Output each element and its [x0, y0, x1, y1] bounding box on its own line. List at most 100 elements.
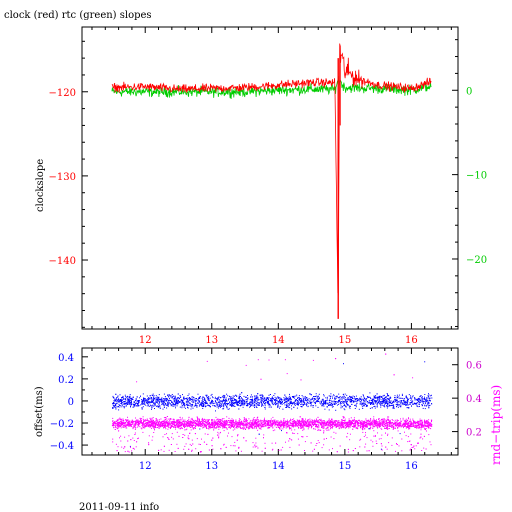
- roundtrip-point: [283, 427, 285, 428]
- offset-point: [201, 400, 203, 402]
- offset-point: [389, 396, 391, 398]
- offset-point: [289, 393, 290, 395]
- offset-point: [181, 402, 183, 403]
- offset-point: [136, 396, 138, 398]
- roundtrip-point: [260, 421, 262, 423]
- offset-point: [299, 398, 301, 400]
- offset-point: [264, 405, 266, 407]
- offset-point: [203, 405, 205, 407]
- roundtrip-point: [413, 423, 415, 424]
- offset-point: [233, 403, 235, 405]
- offset-point: [406, 400, 408, 401]
- roundtrip-point: [127, 423, 129, 425]
- offset-point: [402, 403, 404, 405]
- offset-point: [231, 400, 233, 402]
- roundtrip-point: [302, 419, 304, 421]
- offset-point: [293, 406, 295, 408]
- offset-point: [276, 403, 278, 405]
- roundtrip-point: [268, 427, 270, 429]
- offset-point: [308, 400, 310, 402]
- offset-point: [279, 401, 281, 402]
- offset-point: [358, 408, 360, 410]
- roundtrip-point: [255, 426, 257, 428]
- offset-point: [114, 399, 116, 401]
- roundtrip-point: [425, 429, 426, 431]
- offset-point: [397, 406, 399, 408]
- roundtrip-point: [294, 429, 296, 431]
- offset-point: [218, 401, 220, 403]
- offset-point: [327, 403, 329, 405]
- roundtrip-point: [255, 427, 257, 429]
- offset-point: [264, 407, 266, 408]
- roundtrip-point: [304, 420, 306, 422]
- offset-point: [331, 401, 333, 402]
- offset-point: [167, 405, 169, 406]
- offset-point: [174, 396, 176, 398]
- offset-point: [293, 396, 295, 397]
- offset-point: [281, 401, 283, 403]
- roundtrip-point: [240, 428, 242, 429]
- offset-point: [142, 401, 144, 403]
- roundtrip-point: [307, 420, 309, 422]
- roundtrip-point: [277, 427, 279, 428]
- offset-point: [189, 402, 191, 404]
- offset-point: [214, 405, 216, 407]
- offset-point: [121, 399, 123, 401]
- offset-point: [383, 402, 385, 404]
- roundtrip-point: [189, 420, 191, 422]
- offset-point: [355, 406, 357, 408]
- roundtrip-point: [398, 422, 399, 424]
- roundtrip-point: [252, 425, 254, 427]
- offset-point: [427, 402, 429, 404]
- offset-point: [156, 405, 158, 407]
- offset-point: [163, 401, 164, 403]
- roundtrip-point: [430, 428, 432, 430]
- offset-point: [166, 407, 168, 409]
- offset-point: [198, 401, 200, 403]
- offset-point: [156, 401, 158, 403]
- roundtrip-point: [134, 428, 136, 430]
- roundtrip-point: [370, 439, 372, 441]
- offset-point: [336, 404, 338, 406]
- offset-point: [372, 401, 374, 403]
- roundtrip-point: [154, 425, 156, 427]
- offset-point: [389, 400, 391, 402]
- offset-point: [363, 404, 365, 406]
- offset-point: [407, 404, 409, 406]
- roundtrip-point: [298, 444, 300, 446]
- roundtrip-point: [296, 425, 298, 427]
- offset-point: [376, 401, 378, 403]
- offset-point: [137, 404, 139, 406]
- offset-point: [146, 401, 148, 403]
- offset-point: [192, 402, 194, 403]
- offset-point: [429, 400, 431, 402]
- offset-point: [390, 402, 392, 404]
- offset-point: [162, 408, 164, 410]
- offset-point: [406, 407, 408, 409]
- offset-point: [208, 399, 210, 401]
- offset-point: [122, 395, 124, 397]
- roundtrip-point: [407, 421, 409, 423]
- offset-point: [265, 400, 267, 402]
- offset-point: [361, 403, 363, 405]
- offset-point: [229, 404, 231, 406]
- roundtrip-point: [420, 429, 422, 431]
- offset-point: [129, 396, 131, 398]
- roundtrip-point: [342, 426, 343, 428]
- roundtrip-point: [412, 418, 414, 420]
- roundtrip-point: [212, 425, 214, 427]
- roundtrip-point: [258, 423, 260, 425]
- offset-point: [225, 399, 227, 401]
- offset-point: [399, 405, 401, 407]
- roundtrip-point: [169, 418, 171, 420]
- roundtrip-point: [362, 431, 364, 433]
- offset-point: [369, 407, 371, 409]
- roundtrip-point: [373, 430, 375, 432]
- offset-point: [282, 401, 283, 403]
- offset-point: [179, 401, 181, 403]
- offset-point: [158, 394, 160, 396]
- offset-point: [376, 406, 378, 408]
- offset-point: [386, 407, 388, 409]
- offset-point: [272, 400, 274, 402]
